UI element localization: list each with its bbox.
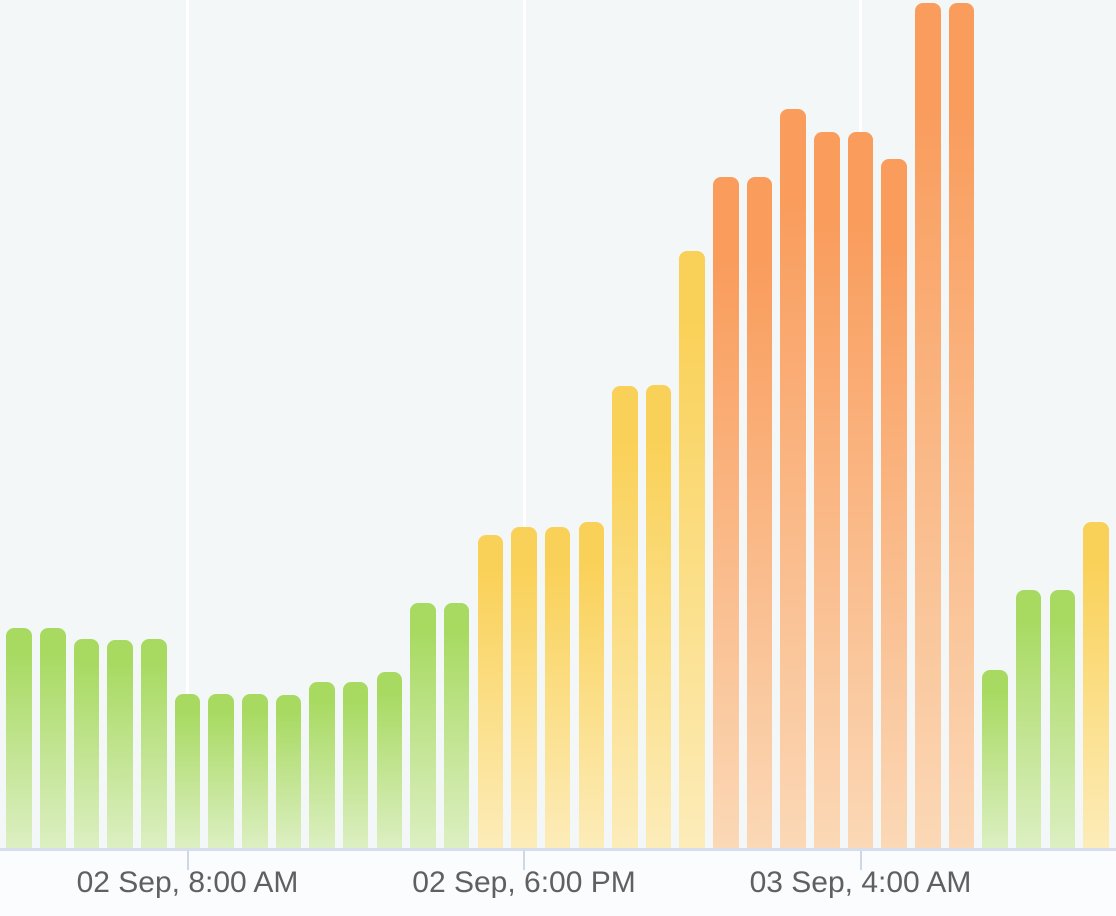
plot-area <box>6 0 1109 848</box>
bar-green[interactable] <box>1049 590 1076 848</box>
bar-yellow[interactable] <box>544 527 571 848</box>
vertical-gridline <box>186 0 189 848</box>
bar-yellow[interactable] <box>612 386 638 848</box>
bar-orange[interactable] <box>814 132 840 848</box>
bar-orange[interactable] <box>948 3 975 848</box>
x-axis-tick <box>523 851 525 870</box>
bar-yellow[interactable] <box>511 527 537 848</box>
bar-yellow[interactable] <box>1083 522 1109 848</box>
bar-green[interactable] <box>6 628 32 848</box>
bar-green[interactable] <box>107 640 133 848</box>
bar-green[interactable] <box>73 639 100 848</box>
bar-orange[interactable] <box>915 3 941 848</box>
bar-green[interactable] <box>376 672 403 848</box>
bar-green[interactable] <box>1015 590 1042 848</box>
x-axis-label: 03 Sep, 4:00 AM <box>749 866 972 899</box>
bar-green[interactable] <box>982 670 1008 848</box>
x-axis-tick <box>859 851 862 870</box>
bar-green[interactable] <box>342 682 369 848</box>
vertical-gridline <box>522 0 526 848</box>
bar-green[interactable] <box>410 603 436 848</box>
bar-green[interactable] <box>275 695 302 848</box>
bar-green[interactable] <box>174 694 201 848</box>
bar-green[interactable] <box>208 694 234 848</box>
bar-orange[interactable] <box>881 159 907 848</box>
x-axis-tick <box>186 851 189 870</box>
x-axis-line <box>0 848 1116 851</box>
bar-orange[interactable] <box>746 177 773 848</box>
bar-green[interactable] <box>40 628 66 848</box>
bar-orange[interactable] <box>847 132 874 848</box>
x-axis-label: 02 Sep, 8:00 AM <box>76 866 299 899</box>
bar-orange[interactable] <box>780 109 806 848</box>
bar-green[interactable] <box>309 682 335 848</box>
x-axis-label: 02 Sep, 6:00 PM <box>412 866 636 899</box>
bar-orange[interactable] <box>713 177 739 848</box>
bar-green[interactable] <box>242 694 268 848</box>
bar-yellow[interactable] <box>645 385 672 848</box>
bar-yellow[interactable] <box>477 535 504 848</box>
bar-yellow[interactable] <box>679 251 705 848</box>
bar-green[interactable] <box>443 603 470 848</box>
bar-yellow[interactable] <box>578 522 604 848</box>
bar-green[interactable] <box>141 639 167 848</box>
